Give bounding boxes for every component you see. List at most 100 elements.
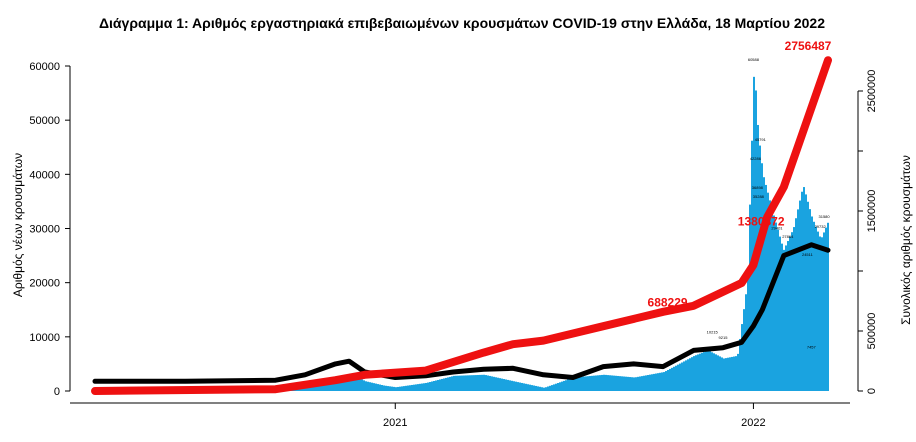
bar [511, 380, 513, 391]
bar [825, 227, 827, 391]
bar [619, 376, 621, 391]
bar [363, 380, 365, 391]
bar [317, 383, 319, 391]
bar [305, 386, 307, 391]
bar [473, 375, 475, 391]
bar [727, 357, 729, 391]
bar [671, 367, 673, 391]
bar [443, 378, 445, 391]
bar [493, 376, 495, 391]
bar [505, 379, 507, 391]
bar [423, 383, 425, 391]
bar [775, 222, 777, 391]
bar [627, 376, 629, 391]
bar [789, 236, 791, 391]
bar [585, 376, 587, 391]
peak-label: 7457 [807, 345, 817, 350]
bar [541, 387, 543, 391]
bar [405, 385, 407, 391]
bar [477, 374, 479, 391]
bar [527, 384, 529, 391]
bar [713, 353, 715, 391]
bar [827, 222, 829, 391]
annotation-label: 688229 [648, 295, 688, 309]
bar [437, 379, 439, 391]
bar [795, 218, 797, 391]
bar [557, 383, 559, 391]
bar [343, 375, 345, 391]
bar [379, 384, 381, 391]
bar [785, 245, 787, 391]
bar [669, 368, 671, 391]
bar [561, 381, 563, 391]
bar [649, 374, 651, 391]
bar [483, 374, 485, 391]
bar [543, 387, 545, 391]
bar [467, 375, 469, 391]
bar [661, 372, 663, 391]
bar [407, 385, 409, 391]
bar [779, 236, 781, 391]
bar [499, 378, 501, 391]
bar [761, 163, 763, 391]
x-axis: 2021 2022 [383, 403, 766, 429]
bar [517, 382, 519, 391]
bar [719, 356, 721, 391]
bar [755, 90, 757, 392]
bar [741, 324, 743, 391]
bar [725, 358, 727, 391]
bar [639, 376, 641, 391]
bar [739, 338, 741, 391]
bar [689, 358, 691, 391]
bar [341, 375, 343, 391]
cumulative-layer [91, 56, 832, 395]
bar [811, 216, 813, 391]
right-y-axis: 0 500000 1500000 2500000 [857, 70, 878, 394]
left-y-axis-label: Αριθμός νέων κρουσμάτων [11, 153, 25, 297]
bar [569, 378, 571, 391]
bar [377, 384, 379, 391]
bar [471, 375, 473, 391]
bar [395, 387, 397, 391]
left-y-axis: 0 10000 20000 30000 40000 50000 60000 [29, 61, 71, 398]
bar [815, 226, 817, 391]
bar [791, 232, 793, 391]
bar [633, 377, 635, 391]
bar [723, 358, 725, 391]
bar [797, 209, 799, 391]
bar [329, 379, 331, 391]
bar [821, 237, 823, 391]
bar [381, 385, 383, 391]
bar [513, 381, 515, 391]
bar [645, 375, 647, 391]
bar [413, 384, 415, 391]
bar [487, 375, 489, 391]
bar [711, 352, 713, 391]
bar [415, 384, 417, 391]
bar [455, 375, 457, 391]
bar [399, 386, 401, 391]
bar [799, 200, 801, 391]
bar [659, 372, 661, 391]
bar [355, 376, 357, 391]
bar [601, 374, 603, 391]
bar [551, 385, 553, 391]
bar [347, 374, 349, 391]
bar [699, 353, 701, 391]
bar [581, 376, 583, 391]
bar [555, 383, 557, 391]
left-tick-label: 50000 [29, 115, 60, 127]
bar [311, 384, 313, 391]
bar [607, 375, 609, 391]
left-tick-label: 60000 [29, 61, 60, 73]
peak-label: 45791 [755, 137, 767, 142]
bar [665, 371, 667, 391]
bar [421, 383, 423, 391]
bar [545, 387, 547, 391]
bar [655, 373, 657, 391]
bar [441, 378, 443, 391]
rolling-mean-line [92, 242, 831, 384]
bar [529, 384, 531, 391]
bar [681, 362, 683, 391]
right-tick-label: 0 [866, 388, 878, 394]
